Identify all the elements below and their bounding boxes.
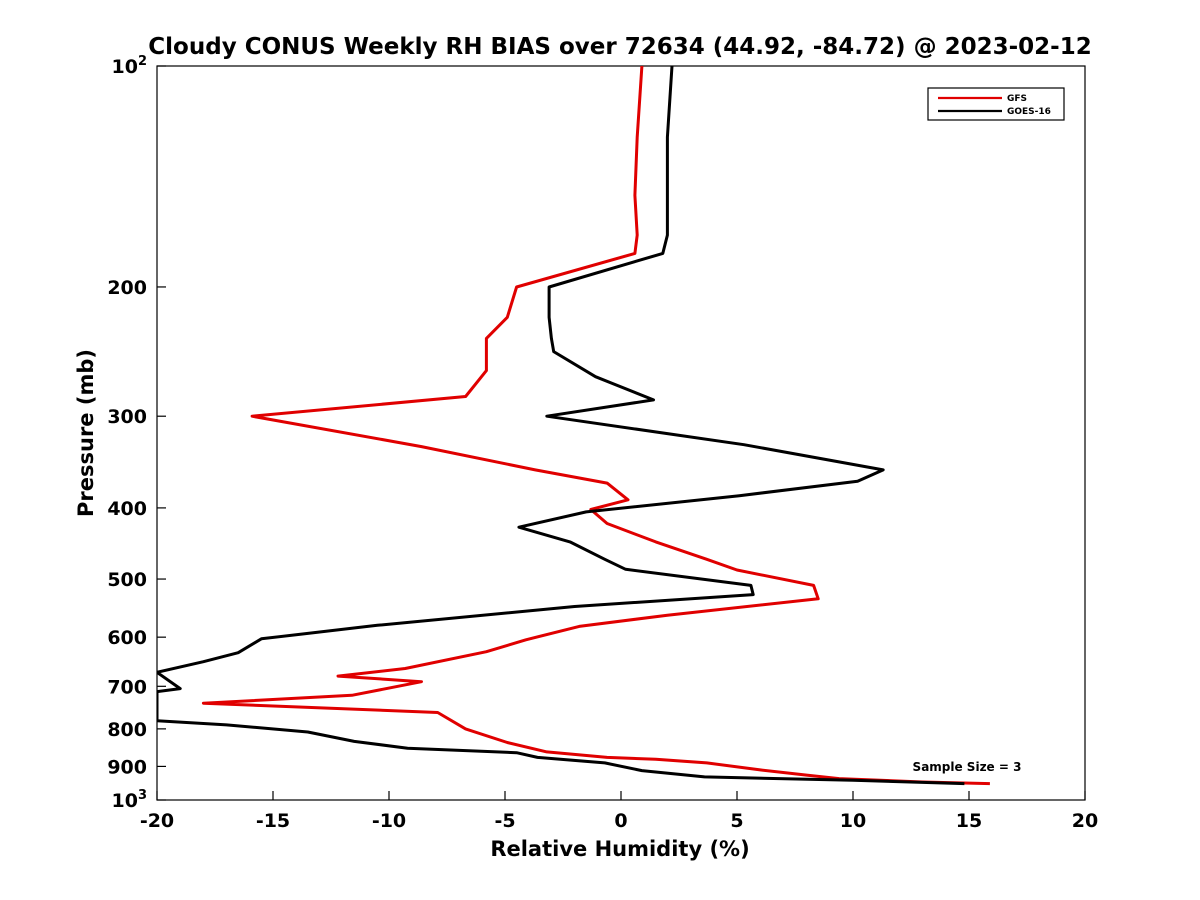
x-tick-label: 0 bbox=[614, 810, 627, 832]
y-tick-label: 800 bbox=[107, 719, 147, 741]
x-tick-label: 15 bbox=[956, 810, 982, 832]
x-tick-label: -5 bbox=[494, 810, 515, 832]
sample-size-annotation: Sample Size = 3 bbox=[913, 760, 1022, 774]
legend: GFS GOES-16 bbox=[927, 87, 1065, 121]
legend-box bbox=[927, 87, 1065, 121]
y-tick-label: 300 bbox=[107, 406, 147, 428]
x-axis-label: Relative Humidity (%) bbox=[490, 837, 749, 861]
y-axis-label: Pressure (mb) bbox=[74, 349, 98, 517]
x-tick-label: -10 bbox=[372, 810, 406, 832]
y-tick-label: 102 bbox=[112, 54, 148, 78]
y-tick-label: 400 bbox=[107, 498, 147, 520]
y-tick-label: 700 bbox=[107, 676, 147, 698]
x-tick-label: 10 bbox=[840, 810, 866, 832]
y-tick-label: 200 bbox=[107, 277, 147, 299]
x-axis: -20 -15 -10 -5 0 5 10 15 20 bbox=[140, 791, 1098, 832]
plot-area: -20 -15 -10 -5 0 5 10 15 20 102 200 300 400 500 600 70… bbox=[107, 54, 1098, 832]
series-line-goes16 bbox=[157, 66, 965, 786]
x-tick-label: -20 bbox=[140, 810, 174, 832]
chart-title: Cloudy CONUS Weekly RH BIAS over 72634 (… bbox=[148, 34, 1091, 60]
x-tick-label: 20 bbox=[1072, 810, 1098, 832]
y-tick-label: 600 bbox=[107, 627, 147, 649]
y-tick-label: 500 bbox=[107, 569, 147, 591]
legend-label-gfs: GFS bbox=[1007, 94, 1027, 104]
y-axis: 102 200 300 400 500 600 700 800 900 103 bbox=[107, 54, 166, 812]
series-line-gfs bbox=[201, 66, 990, 786]
x-tick-label: -15 bbox=[256, 810, 290, 832]
series-lines bbox=[157, 66, 990, 786]
x-tick-label: 5 bbox=[730, 810, 743, 832]
legend-label-goes16: GOES-16 bbox=[1007, 107, 1051, 117]
y-tick-label: 900 bbox=[107, 756, 147, 778]
y-tick-label: 103 bbox=[112, 788, 148, 812]
